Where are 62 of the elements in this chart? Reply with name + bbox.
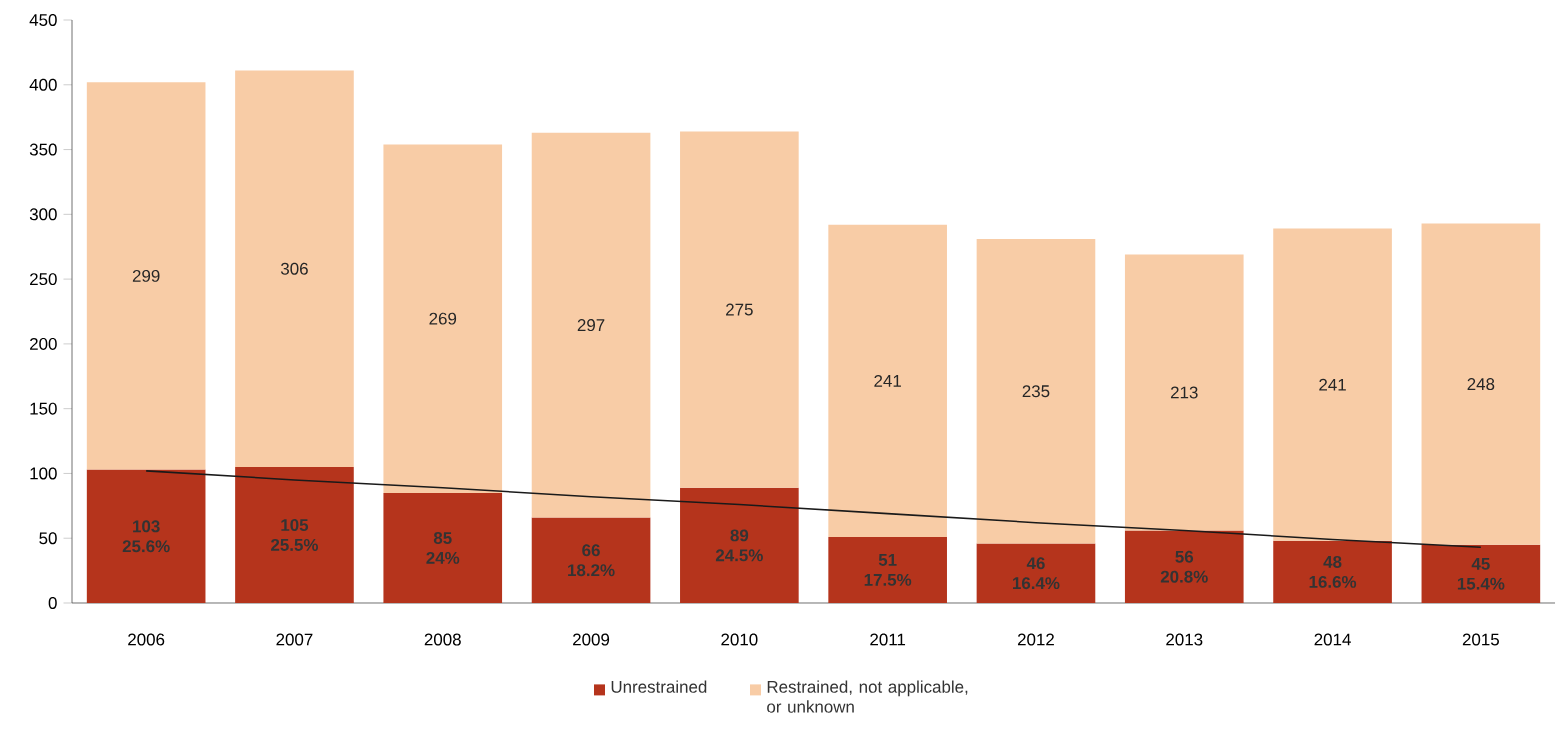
data-label: 103 25.6% xyxy=(122,520,170,553)
bar xyxy=(680,487,799,603)
y-tick-label: 250 xyxy=(30,273,57,286)
legend-label: Unrestrained xyxy=(611,680,707,693)
bar xyxy=(828,224,947,537)
bar xyxy=(383,144,503,493)
bar xyxy=(828,536,947,603)
bar xyxy=(235,466,354,603)
x-tick-label: 2012 xyxy=(1017,633,1054,646)
bar xyxy=(1124,254,1244,531)
x-tick-label: 2006 xyxy=(128,633,165,646)
y-tick-label: 450 xyxy=(29,14,57,26)
y-tick-label: 0 xyxy=(48,597,57,609)
bar xyxy=(383,492,503,603)
data-label: 241 xyxy=(1319,378,1346,391)
data-label: 275 xyxy=(726,303,753,316)
y-tick-label: 300 xyxy=(29,208,57,221)
data-label: 85 24% xyxy=(426,532,460,564)
data-label: 299 xyxy=(132,269,160,282)
bar xyxy=(86,469,206,603)
bar xyxy=(1273,228,1392,541)
bar xyxy=(531,517,651,603)
x-tick-label: 2008 xyxy=(424,633,461,646)
bar xyxy=(1124,530,1244,603)
y-tick-label: 50 xyxy=(39,532,57,545)
x-tick-label: 2007 xyxy=(276,633,313,646)
data-label: 46 16.4% xyxy=(1013,557,1060,590)
y-tick-label: 100 xyxy=(30,467,57,480)
bar xyxy=(680,131,799,488)
legend-label: Restrained, not applicable, or unknown xyxy=(767,680,968,713)
bar xyxy=(976,238,1096,544)
data-label: 269 xyxy=(429,312,457,325)
data-label: 213 xyxy=(1170,386,1198,399)
data-label: 51 17.5% xyxy=(864,554,912,586)
bar xyxy=(86,82,206,470)
bar xyxy=(531,132,651,518)
y-tick-label: 150 xyxy=(30,402,57,415)
y-tick-label: 200 xyxy=(30,337,57,350)
data-label: 89 24.5% xyxy=(715,529,763,562)
data-label: 235 xyxy=(1022,385,1050,398)
data-label: 48 16.6% xyxy=(1309,555,1357,588)
data-label: 105 25.5% xyxy=(271,519,319,551)
data-label: 248 xyxy=(1467,378,1495,391)
data-label: 66 18.2% xyxy=(568,544,615,577)
y-tick-label: 400 xyxy=(29,78,57,91)
bar xyxy=(976,543,1096,603)
bar xyxy=(1421,223,1541,545)
bar xyxy=(235,70,354,467)
x-tick-label: 2010 xyxy=(721,633,758,646)
data-label: 306 xyxy=(280,262,308,275)
x-tick-label: 2015 xyxy=(1462,633,1499,646)
y-tick-label: 350 xyxy=(29,143,57,156)
x-tick-label: 2013 xyxy=(1166,633,1203,646)
x-tick-label: 2009 xyxy=(573,633,610,646)
data-label: 241 xyxy=(874,374,901,387)
data-label: 45 15.4% xyxy=(1457,557,1505,590)
data-label: 56 20.8% xyxy=(1160,550,1208,583)
bar xyxy=(1273,540,1392,603)
bar xyxy=(1421,544,1541,603)
data-label: 297 xyxy=(577,319,605,332)
x-tick-label: 2011 xyxy=(870,633,906,646)
x-tick-label: 2014 xyxy=(1314,633,1351,646)
